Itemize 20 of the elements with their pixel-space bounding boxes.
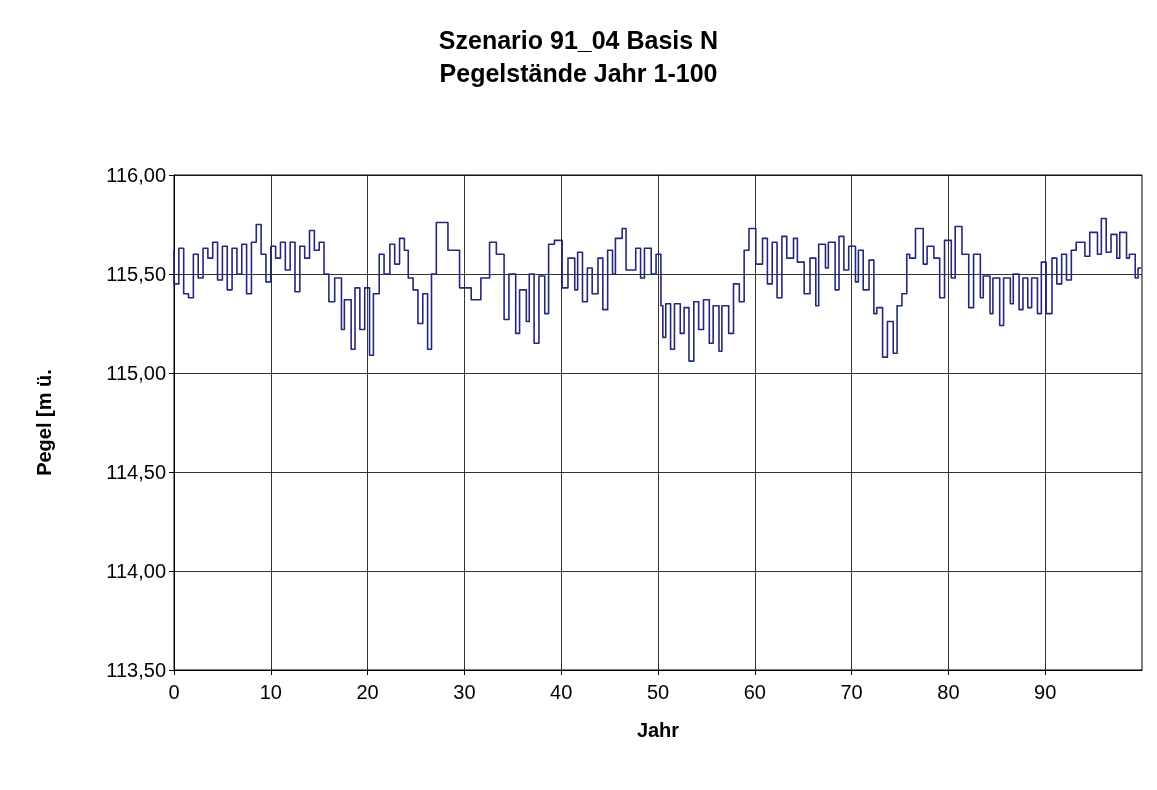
y-tick-label: 114,50 bbox=[106, 461, 166, 483]
y-tick-label: 115,00 bbox=[106, 362, 166, 384]
chart-subtitle: Pegelstände Jahr 1-100 bbox=[439, 58, 718, 87]
x-tick-label: 0 bbox=[168, 681, 180, 703]
chart-title: Szenario 91_04 Basis N bbox=[438, 25, 719, 54]
x-tick-label: 30 bbox=[453, 681, 476, 703]
x-tick-label: 50 bbox=[646, 681, 670, 703]
y-tick-label: 115,50 bbox=[106, 263, 166, 285]
y-tick-label: 116,00 bbox=[106, 164, 166, 186]
x-tick-label: 40 bbox=[550, 681, 573, 703]
x-axis-title: Jahr bbox=[636, 719, 680, 741]
x-tick-label: 90 bbox=[1034, 681, 1057, 703]
x-tick-label: 70 bbox=[840, 681, 863, 703]
x-tick-label: 60 bbox=[743, 681, 766, 703]
x-tick-label: 80 bbox=[937, 681, 960, 703]
y-tick-label: 114,00 bbox=[106, 560, 166, 582]
y-tick-label: 113,50 bbox=[106, 659, 166, 681]
y-axis-title: Pegel [m ü. bbox=[33, 369, 55, 476]
x-tick-label: 20 bbox=[356, 681, 379, 703]
x-tick-label: 10 bbox=[259, 681, 282, 703]
